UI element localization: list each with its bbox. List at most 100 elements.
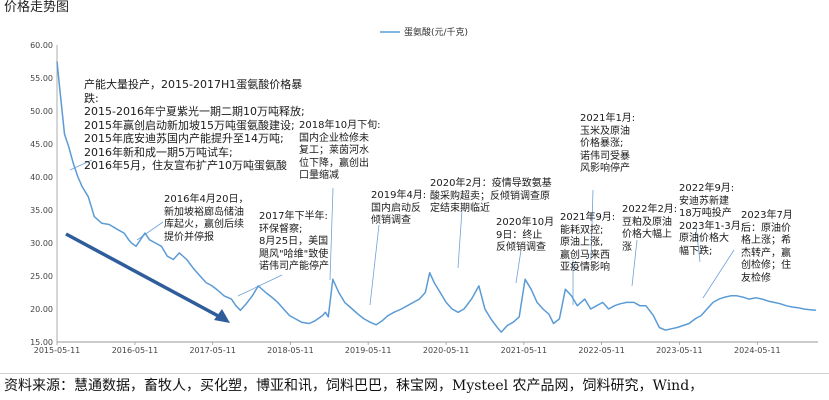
annotation-line: 2015年底安迪苏国内产能提升至14万吨; (84, 132, 284, 145)
annotation-line: 原油上涨, (560, 237, 604, 248)
annotation-line: 2021年1月: (580, 113, 636, 124)
annotation-leader (590, 189, 594, 261)
annotation-leader (237, 274, 283, 297)
annotation-2020-epidemic: 2020年2月：疫情导致氨基 酸采购超卖；反倾销调查原 定结束期临近 (430, 178, 552, 216)
annotation-line: 诺伟司产能停产 (259, 261, 329, 272)
annotation-line: 定结束期临近 (430, 203, 490, 214)
annotation-line: 库起火，赢创后续 (164, 219, 244, 230)
x-tick-label: 2018-05-11 (267, 346, 314, 355)
annotation-line: 提价并停报 (164, 231, 214, 243)
annotation-line: 2022年2月: (622, 204, 678, 215)
annotation-line: 玉米及原油 (580, 125, 630, 137)
annotation-line: 复工；莱茵河水 (299, 145, 369, 156)
annotation-2022-feb: 2022年2月: 豆粕及原油 价格大幅上涨 (622, 204, 677, 254)
section-header: 价格走势图 (4, 0, 70, 15)
annotation-2021-sep: 2021年9月: 能耗双控; 原油上涨, 赢创马来西 亚疫情影响 (560, 212, 615, 275)
annotation-2017-env: 2017年下半年: 环保督察; 8月25日，美国 飓风"哈维"致使 诺伟司产能停产 (259, 211, 329, 274)
annotation-2016-fire: 2016年4月20日， 新加坡裕廊岛储油 库起火，赢创后续 提价并停报 (164, 194, 249, 244)
annotation-line: 后：原油价 (741, 222, 791, 234)
x-tick-label: 2017-05-11 (189, 346, 236, 355)
annotation-leader (631, 239, 638, 287)
annotation-line: 2023年1-3月: (679, 220, 745, 232)
annotation-line: 亚疫情影响 (560, 262, 610, 273)
annotation-line: 2015年赢创启动新加坡15万吨蛋氨酸建设; (84, 118, 295, 132)
annotation-line: 2016年新和成一期5万吨试车; (84, 145, 233, 159)
y-tick-label: 40.00 (30, 173, 53, 182)
annotation-line: 2019年4月: (371, 190, 427, 201)
x-tick-label: 2022-05-11 (578, 346, 625, 355)
source-note: 资料来源：慧通数据，畜牧人，买化塑，博亚和讯，饲料巴巴，秣宝网，Mysteel … (4, 378, 704, 394)
annotation-2020-end-dumping: 2020年10月 9日：终止 反倾销调查 (496, 217, 554, 255)
annotation-line: 环保督察; (259, 223, 303, 235)
annotation-line: 2017年下半年: (259, 211, 328, 222)
annotation-line: 跌: (84, 91, 99, 105)
annotation-line: 原油价格大 (679, 233, 729, 244)
x-tick-label: 2020-05-11 (423, 346, 470, 355)
annotation-leader (457, 209, 463, 269)
x-tick-label: 2024-05-11 (734, 346, 781, 355)
annotation-2022-sep: 2022年9月: 安迪苏新建 18万吨投产 2023年1-3月: 原油价格大 幅下跌; (679, 183, 744, 258)
annotation-line: 杰转产，赢 (741, 247, 791, 259)
annotation-2015-capacity: 产能大量投产，2015-2017H1蛋氨酸价格暴 跌: 2015-2016年宁夏紫光… (84, 78, 305, 173)
annotation-line: 2021年9月: (560, 212, 616, 223)
annotation-line: 创检修；住 (741, 260, 791, 271)
y-tick-label: 35.00 (30, 206, 53, 215)
annotation-line: 产能大量投产，2015-2017H1蛋氨酸价格暴 (84, 78, 303, 91)
annotation-line: 新加坡裕廊岛储油 (164, 206, 244, 218)
annotation-line: 2016年4月20日， (164, 194, 249, 205)
annotation-leader (695, 225, 701, 263)
y-tick-label: 20.00 (30, 305, 53, 314)
annotation-line: 倾销调查 (371, 215, 411, 226)
x-tick-label: 2019-05-11 (345, 346, 392, 355)
annotation-line: 2015-2016年宁夏紫光一期二期10万吨释放; (84, 105, 305, 118)
annotation-line: 8月25日，美国 (259, 236, 329, 247)
annotation-leader-lines (69, 159, 735, 306)
annotation-line: 诺伟司受暴 (580, 150, 630, 162)
x-tick-label: 2015-05-11 (34, 346, 81, 355)
annotation-line: 18万吨投产 (679, 208, 732, 219)
price-chart: 15.00 20.00 25.00 30.00 35.00 40.00 45.00 50.00… (30, 26, 818, 355)
chart-series (56, 61, 816, 333)
annotation-leader (702, 249, 735, 299)
x-tick-label: 2021-05-11 (501, 346, 548, 355)
series-line-methionine (56, 61, 816, 333)
annotation-line: 酸采购超卖；反倾销调查原 (430, 190, 550, 202)
annotation-leader (515, 249, 522, 284)
annotation-2021-jan: 2021年1月: 玉米及原油 价格暴涨; 诺伟司受暴 风影响停产 (580, 113, 635, 176)
annotation-line: 赢创马来西 (560, 249, 610, 261)
annotation-line: 价格大幅上 (622, 229, 672, 240)
x-tick-label: 2016-05-11 (112, 346, 159, 355)
annotation-2019-dumping: 2019年4月: 国内启动反 倾销调查 (371, 190, 426, 228)
annotation-line: 友检修 (741, 272, 771, 284)
annotation-line: 能耗双控; (560, 224, 604, 236)
annotation-2023-jul: 2023年7月 后：原油价 格上涨；希 杰转产，赢 创检修；住 友检修 (741, 210, 793, 285)
y-tick-label: 60.00 (30, 41, 53, 50)
x-tick-label: 2023-05-11 (656, 346, 703, 355)
annotation-line: 2016年5月，住友宣布扩产10万吨蛋氨酸 (84, 159, 287, 172)
chart-svg: 15.00 20.00 25.00 30.00 35.00 40.00 45.00 50.00… (30, 26, 818, 355)
annotation-line: 格上涨；希 (741, 235, 791, 246)
annotation-line: 位下降，赢创出 (299, 157, 369, 169)
annotation-leader (69, 159, 93, 171)
annotation-line: 幅下跌; (679, 245, 713, 257)
chart-axes: 15.00 20.00 25.00 30.00 35.00 40.00 45.00 50.00… (30, 41, 818, 355)
chart-legend: 蛋氨酸(元/千克) (380, 26, 468, 38)
annotation-line: 反倾销调查 (496, 242, 546, 253)
y-tick-label: 30.00 (30, 239, 53, 248)
annotation-line: 飓风"哈维"致使 (259, 248, 329, 260)
annotation-line: 2018年10月下旬: (299, 120, 381, 131)
annotation-line: 国内企业检修未 (299, 132, 369, 144)
annotation-line: 口量缩减 (299, 170, 339, 181)
arrow-head (214, 309, 230, 323)
annotation-leader (136, 221, 164, 241)
divider (0, 373, 829, 374)
y-tick-label: 55.00 (30, 74, 53, 83)
annotation-line: 2020年10月 (496, 217, 555, 228)
annotation-leader (369, 224, 380, 306)
y-tick-label: 50.00 (30, 107, 53, 116)
y-tick-label: 45.00 (30, 140, 53, 149)
y-tick-label: 25.00 (30, 272, 53, 281)
annotation-2018-maint: 2018年10月下旬: 国内企业检修未 复工；莱茵河水 位下降，赢创出 口量缩减 (299, 120, 381, 183)
annotation-line: 2020年2月：疫情导致氨基 (430, 178, 552, 189)
annotation-line: 价格暴涨; (580, 138, 624, 149)
